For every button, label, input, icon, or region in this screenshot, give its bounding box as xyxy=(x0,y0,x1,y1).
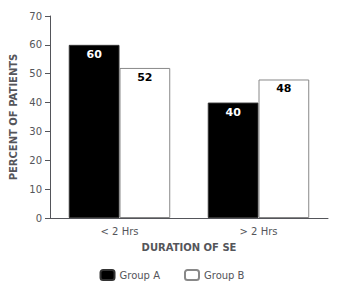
svg-text:DURATION OF SE: DURATION OF SE xyxy=(142,242,237,253)
svg-text:60: 60 xyxy=(29,39,42,50)
svg-text:10: 10 xyxy=(29,184,42,195)
svg-text:40: 40 xyxy=(225,106,241,119)
svg-text:Group A: Group A xyxy=(120,270,161,281)
svg-text:> 2 Hrs: > 2 Hrs xyxy=(240,226,278,237)
svg-text:30: 30 xyxy=(29,126,42,137)
svg-text:60: 60 xyxy=(86,48,102,61)
svg-text:0: 0 xyxy=(36,213,42,224)
svg-text:Group B: Group B xyxy=(204,270,245,281)
svg-text:40: 40 xyxy=(29,97,42,108)
svg-text:48: 48 xyxy=(276,82,291,95)
svg-text:52: 52 xyxy=(137,71,152,84)
svg-text:PERCENT OF PATIENTS: PERCENT OF PATIENTS xyxy=(8,54,19,181)
svg-text:70: 70 xyxy=(29,11,42,22)
svg-text:< 2 Hrs: < 2 Hrs xyxy=(101,226,139,237)
svg-text:50: 50 xyxy=(29,68,42,79)
svg-text:20: 20 xyxy=(29,155,42,166)
